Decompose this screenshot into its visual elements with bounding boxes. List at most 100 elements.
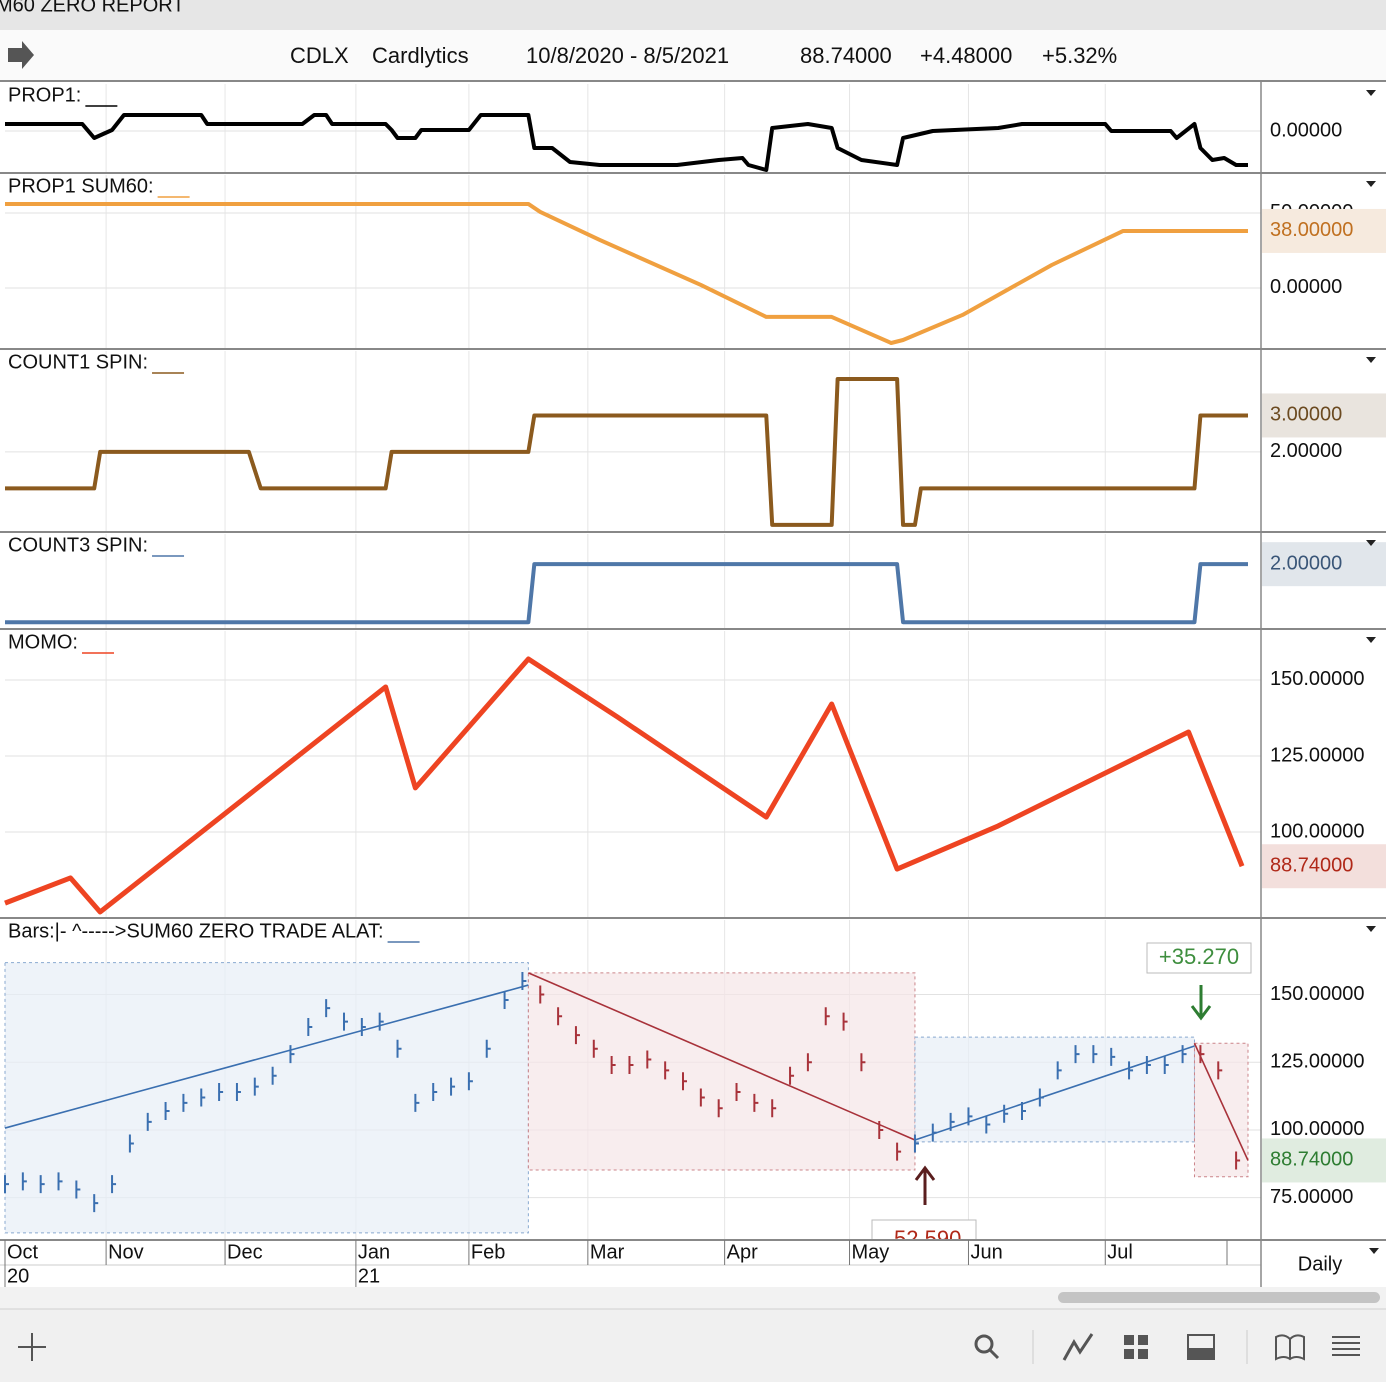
panel-button[interactable] [1187,1334,1215,1360]
value-badge [1262,844,1386,889]
x-tick-label: Jun [970,1241,1002,1263]
y-tick-label: 125.00000 [1270,1051,1365,1073]
x-tick-label: Dec [227,1241,263,1263]
price-bar [450,1077,456,1096]
change-percent: +5.32% [1042,43,1117,68]
price-bar [182,1093,188,1112]
date-range: 10/8/2020 - 8/5/2021 [526,43,729,68]
panel-menu[interactable] [1366,181,1376,187]
symbol: CDLX [290,43,349,68]
price-bar [610,1055,616,1074]
interval-menu[interactable] [1369,1248,1379,1254]
x-tick-label: Jan [358,1241,390,1263]
panel-title: PROP1: [8,84,81,106]
price-bar [4,1175,9,1194]
price-bar [1163,1055,1169,1074]
price-bar [1021,1102,1026,1120]
panel-title: COUNT1 SPIN: [8,351,148,373]
price-bar [806,1053,812,1072]
indicator-line [5,201,1248,345]
year-label: 21 [358,1265,380,1287]
panel-menu[interactable] [1366,357,1376,363]
indicator-line [5,562,1248,625]
price-bar [717,1099,723,1118]
panel-title: COUNT3 SPIN: [8,534,148,556]
price-bar [200,1088,206,1107]
add-button[interactable] [18,1333,46,1361]
panel-menu[interactable] [1366,90,1376,96]
price-bar [1145,1055,1151,1074]
value-badge-label: 3.00000 [1270,404,1342,426]
year-label: 20 [7,1265,29,1287]
price-bar [592,1039,598,1058]
price-bar [1038,1088,1044,1107]
charts: 0.00000PROP1:0.0000050.0000038.00000PROP… [0,82,1386,1287]
price-bar [771,1099,777,1118]
trade-region [1193,1042,1249,1178]
arrow-icon[interactable] [8,41,34,69]
trade-region [527,972,916,1171]
menu-button[interactable] [1332,1336,1360,1356]
panel-title: MOMO: [8,631,78,653]
price-bar [146,1112,152,1131]
price-bar [414,1093,420,1112]
x-tick-label: May [852,1241,890,1263]
scroll-thumb[interactable] [1058,1292,1380,1303]
price-bar [664,1061,670,1080]
annotation-box [1146,942,1252,974]
toolbar [0,1309,1386,1382]
price-bar [682,1072,687,1091]
price-bar [325,999,331,1018]
price-bar [557,1007,563,1026]
value-badge-label: 38.00000 [1270,219,1353,241]
price-bar [343,1012,348,1031]
y-tick-label: 125.00000 [1270,744,1365,766]
scroll-track [0,1287,1386,1309]
y-tick-label: 100.00000 [1270,820,1365,842]
y-tick-label: 0.00000 [1270,276,1342,298]
value-badge-label: 88.74000 [1270,1149,1353,1171]
trend-line [528,972,916,1141]
panel-menu[interactable] [1366,926,1376,932]
price-bar [289,1045,295,1064]
panel-menu[interactable] [1366,540,1376,546]
price-bar [503,990,509,1009]
price-bar [307,1018,313,1037]
price-bar [57,1172,63,1191]
price-bar [789,1066,795,1085]
last-price: 88.74000 [800,43,892,68]
y-tick-label: 2.00000 [1270,440,1342,462]
title-bar [0,0,1386,30]
price-bar [467,1072,473,1091]
panel-title: Bars:|- ^----->SUM60 ZERO TRADE ALAT: [8,920,384,942]
x-tick-label: Oct [7,1241,39,1263]
interval-label[interactable]: Daily [1298,1253,1342,1275]
change: +4.48000 [920,43,1012,68]
price-bar [824,1007,830,1026]
price-bar [860,1053,866,1072]
window-title: M60 ZERO REPORT [0,0,185,16]
price-bar [699,1088,705,1107]
y-tick-label: 75.00000 [1270,1186,1353,1208]
price-bar [574,1026,580,1045]
trend-line [4,984,529,1129]
chart-style-button[interactable] [1062,1333,1094,1361]
price-bar [1128,1061,1134,1080]
price-bar [1074,1045,1080,1064]
price-bar [39,1175,45,1194]
book-button[interactable] [1275,1334,1305,1361]
price-bar [271,1066,277,1085]
price-bar [896,1142,902,1161]
value-badge-label: 2.00000 [1270,552,1342,574]
value-badge [1262,1138,1386,1183]
price-bar [1110,1047,1116,1066]
price-bar [128,1134,134,1153]
layout-button[interactable] [1124,1335,1148,1359]
price-bar [360,1018,366,1037]
price-bar [164,1102,170,1120]
search-button[interactable] [974,1334,1000,1360]
price-bar [985,1115,991,1134]
value-badge [1262,542,1386,587]
panel-menu[interactable] [1366,637,1376,643]
